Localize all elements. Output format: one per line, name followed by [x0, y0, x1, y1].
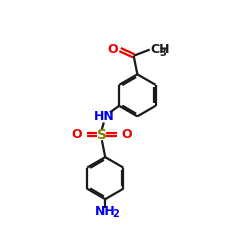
Text: S: S: [97, 128, 107, 142]
Text: O: O: [108, 42, 118, 56]
Text: CH: CH: [151, 43, 170, 56]
Text: HN: HN: [94, 110, 115, 124]
Text: NH: NH: [95, 204, 116, 218]
Text: 2: 2: [113, 210, 119, 220]
Text: O: O: [72, 128, 82, 141]
Text: 3: 3: [159, 48, 166, 58]
Text: O: O: [122, 128, 132, 141]
